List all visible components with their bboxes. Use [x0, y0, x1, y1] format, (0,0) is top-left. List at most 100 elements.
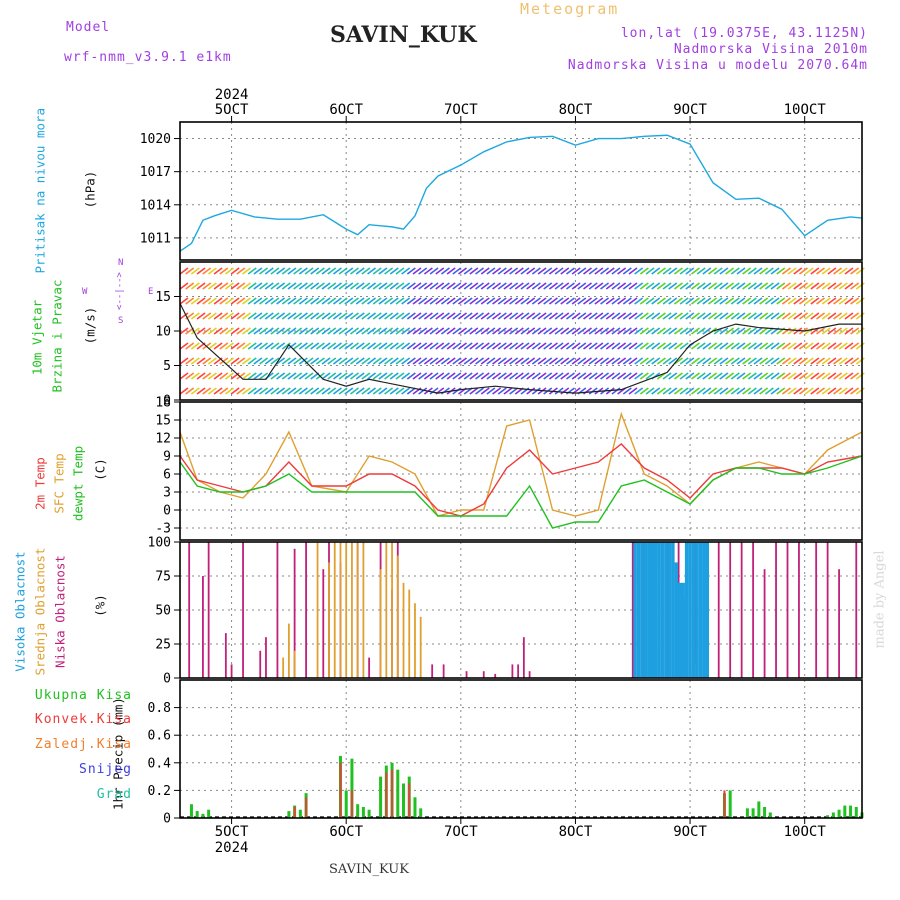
station-title: SAVIN_KUK: [330, 22, 477, 48]
cloud-bar-visoka: [643, 542, 648, 678]
precip-bar: [745, 808, 749, 818]
cloud-bar-niska: [511, 664, 514, 678]
cloud-bar-niska: [368, 657, 371, 678]
cloud-bar-srednja: [362, 542, 365, 678]
precip-bar: [305, 797, 308, 818]
footer-station: SAVIN_KUK: [329, 862, 409, 877]
cloud-bar-niska: [798, 542, 800, 678]
model-altitude-text: Nadmorska Visina u modelu 2070.64m: [567, 58, 868, 73]
cloud-bar-srednja: [419, 616, 422, 678]
cloud-bar-srednja: [391, 542, 393, 678]
ytick-label-precip-1: 0.2: [148, 784, 171, 799]
ytick-label-pressure-2: 1017: [140, 165, 171, 180]
cloud-bar-srednja: [287, 623, 290, 678]
panel-frame-wind: [179, 261, 863, 401]
cloud-bar-srednja: [345, 542, 348, 678]
cloud-bar-visoka: [640, 542, 644, 678]
cloud-bar-visoka: [674, 562, 679, 678]
cloud-bar-niska: [224, 633, 227, 678]
legend-freezing-rain: Zaledj.Kisa: [34, 737, 132, 752]
cloud-bar-niska: [826, 542, 829, 678]
precip-bar: [207, 809, 211, 818]
legend-conv-rain: Konvek.Kisa: [34, 712, 132, 727]
sfc-temp-line: [179, 411, 863, 517]
panel-frame-precip: [179, 679, 863, 819]
cloud-bar-niska: [752, 542, 755, 678]
wind-label-1: 10m Vjetar: [29, 299, 45, 376]
precip-bar: [757, 801, 761, 818]
precip-bar: [293, 806, 296, 818]
cloud-bar-niska: [431, 664, 434, 678]
top-year-label: 2024: [215, 87, 249, 103]
cloud-bar-niska: [465, 671, 468, 678]
legend-snow: Snijeg: [79, 762, 132, 777]
precip-bar: [356, 804, 360, 818]
cloud-bar-niska: [230, 664, 233, 678]
cloud-bar-niska: [522, 637, 525, 678]
compass-west: W: [82, 287, 88, 297]
cloud-bar-niska: [855, 542, 858, 678]
precip-bar: [189, 804, 193, 818]
cloud-bar-niska: [494, 673, 497, 678]
panel-frame-cloud: [179, 541, 863, 679]
cloud-bar-niska: [442, 664, 445, 678]
credit-text: made by Angel: [872, 550, 888, 649]
cloud-bar-niska: [276, 542, 279, 678]
top-time-label: 6OCT: [329, 102, 363, 118]
cloud-bar-visoka: [650, 542, 654, 678]
ytick-label-wind-0: 0: [163, 394, 171, 409]
cloud-bar-visoka: [664, 542, 668, 678]
precip-bar: [396, 769, 400, 818]
ytick-label-wind-2: 10: [155, 325, 171, 340]
compass-east: E: [148, 287, 154, 297]
cloud-bar-visoka: [702, 542, 706, 678]
ytick-label-cloud-4: 100: [148, 536, 171, 551]
legend-total-rain: Ukupna Kisa: [34, 688, 132, 703]
precip-bar: [339, 762, 342, 818]
cloud-bar-visoka: [705, 542, 710, 678]
pressure-label: Pritisak na nivou mora: [32, 107, 48, 274]
precip-bar: [367, 809, 371, 818]
precip-bar: [768, 812, 772, 818]
ytick-label-temp-6: 15: [155, 414, 171, 429]
ytick-label-precip-0: 0: [163, 812, 171, 827]
precip-bar: [287, 811, 291, 818]
model-label: Model: [66, 20, 111, 35]
cloud-bar-niska: [775, 542, 777, 678]
cloud-bar-srednja: [316, 542, 319, 678]
cloud-bar-niska: [838, 569, 840, 678]
wind-label-2: Brzina i Pravac: [49, 279, 65, 393]
precip-bar: [350, 758, 354, 818]
bottom-time-label: 6OCT: [329, 824, 363, 840]
cloud-bar-niska: [482, 671, 485, 678]
cloud-bar-srednja: [339, 542, 342, 678]
cloud-bar-srednja: [414, 603, 416, 678]
top-time-label: 7OCT: [444, 102, 478, 118]
ytick-label-cloud-1: 25: [155, 638, 171, 653]
cloud-bar-visoka: [636, 542, 641, 678]
precip-bar: [723, 790, 726, 818]
ytick-label-temp-3: 6: [163, 468, 171, 483]
precip-bar: [298, 809, 302, 818]
compass-north: N: [118, 258, 124, 268]
wind-unit: (m/s): [82, 306, 98, 345]
compass-arrows: <--|-->: [115, 272, 125, 310]
cloud-bar-visoka: [660, 542, 665, 678]
cloud-bar-niska: [293, 548, 296, 678]
cloud-bar-srednja: [351, 542, 353, 678]
cloud-bar-visoka: [671, 542, 675, 678]
panel-frame-temp: [179, 401, 863, 541]
cloud-bar-niska: [815, 542, 818, 678]
cloud-bar-srednja: [333, 542, 336, 678]
cloud-bar-niska: [322, 569, 325, 678]
cloud-bar-srednja: [379, 569, 382, 678]
pressure-unit: (hPa): [82, 170, 98, 209]
precip-bar: [195, 811, 199, 818]
precip-bar: [344, 790, 348, 818]
ytick-label-wind-1: 5: [163, 359, 171, 374]
ytick-label-temp-2: 3: [163, 486, 171, 501]
cloud-bar-visoka: [647, 542, 651, 678]
precip-bar: [854, 806, 858, 818]
precip-bar: [843, 805, 847, 818]
cloud-bar-srednja: [402, 582, 405, 678]
